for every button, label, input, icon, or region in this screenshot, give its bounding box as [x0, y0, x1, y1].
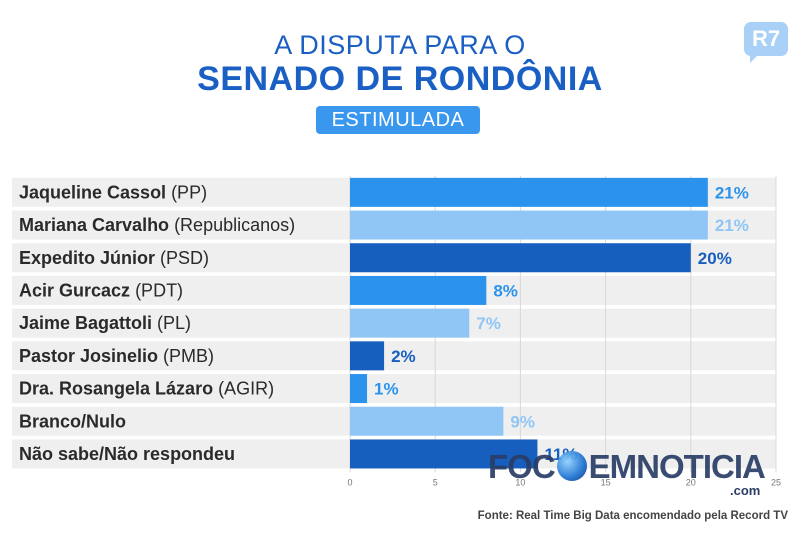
category-label: Acir Gurcacz (PDT) — [19, 280, 183, 300]
watermark-text-right: EMNOTICIA — [588, 448, 766, 485]
category-label: Pastor Josinelio (PMB) — [19, 346, 214, 366]
watermark-suffix: .com — [730, 483, 761, 498]
bar — [350, 439, 538, 469]
data-label: 21% — [715, 216, 749, 235]
row-background — [12, 341, 776, 371]
x-tick-label: 0 — [347, 477, 352, 487]
category-label: Branco/Nulo — [19, 411, 126, 431]
data-label: 20% — [698, 249, 732, 268]
bar — [350, 308, 470, 338]
category-label: Expedito Júnior (PSD) — [19, 248, 209, 268]
category-label: Jaqueline Cassol (PP) — [19, 182, 207, 202]
data-label: 21% — [715, 183, 749, 202]
data-label: 8% — [493, 281, 518, 300]
x-tick-label: 25 — [771, 477, 781, 487]
data-label: 1% — [374, 380, 399, 399]
data-label: 7% — [476, 314, 501, 333]
category-label: Mariana Carvalho (Republicanos) — [19, 215, 295, 235]
x-tick-label: 10 — [515, 477, 525, 487]
badge-estimulada: ESTIMULADA — [316, 106, 480, 134]
category-label: Dra. Rosangela Lázaro (AGIR) — [19, 379, 274, 399]
bar — [350, 177, 708, 207]
x-tick-label: 15 — [601, 477, 611, 487]
x-tick-label: 5 — [433, 477, 438, 487]
bar — [350, 406, 504, 436]
watermark-text-left: FOC — [488, 448, 556, 485]
bar — [350, 374, 368, 404]
source-note: Fonte: Real Time Big Data encomendado pe… — [477, 510, 788, 522]
chart-title-line1: A DISPUTA PARA O — [274, 30, 526, 60]
bar — [350, 210, 708, 240]
chart-title-main: SENADO DE RONDÔNIA — [197, 60, 603, 98]
bar — [350, 341, 385, 371]
category-label: Jaime Bagattoli (PL) — [19, 313, 191, 333]
watermark-logo: FOC EMNOTICIA — [488, 448, 766, 486]
bar — [350, 243, 691, 273]
globe-icon — [556, 451, 587, 481]
data-label: 2% — [391, 347, 416, 366]
x-tick-label: 20 — [686, 477, 696, 487]
row-background — [12, 374, 776, 404]
data-label: 9% — [510, 412, 535, 431]
category-label: Não sabe/Não respondeu — [19, 444, 235, 464]
r7-logo: R7 — [744, 22, 788, 63]
bar — [350, 275, 487, 305]
